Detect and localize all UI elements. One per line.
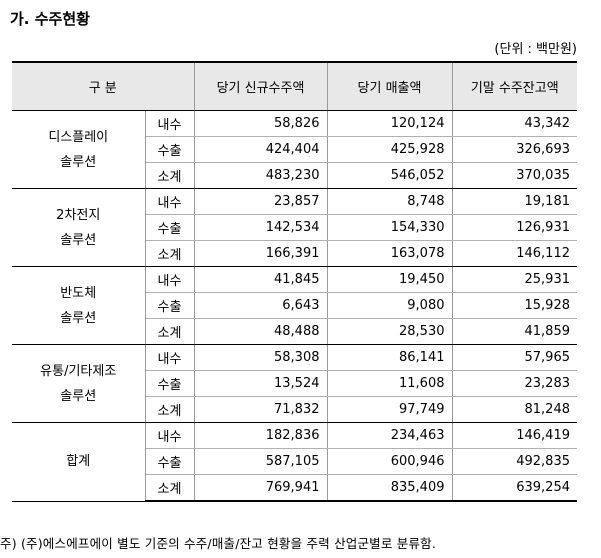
row-label: 소계 [145, 240, 195, 267]
row-label: 소계 [145, 474, 195, 502]
new-orders-value: 23,857 [193, 188, 328, 215]
row-label: 내수 [144, 344, 195, 371]
backlog-value: 492,835 [451, 448, 577, 475]
sales-value: 120,124 [326, 110, 453, 137]
backlog-value: 43,342 [451, 110, 577, 137]
table-row: 소계 483,230 546,052 370,035 [12, 162, 577, 189]
header-backlog: 기말 수주잔고액 [451, 61, 577, 111]
sales-value: 28,530 [326, 318, 453, 345]
sales-value: 97,749 [326, 396, 453, 423]
table-row: 2차전지 솔루션 내수 23,857 8,748 19,181 [12, 188, 577, 267]
sales-value: 425,928 [326, 136, 453, 163]
group-name-line2: 솔루션 [60, 310, 97, 326]
table-body: 디스플레이 솔루션 내수 58,826 120,124 43,342 수출 424,404 42… [12, 110, 577, 502]
group-name-line1: 2차전지 [56, 207, 101, 223]
group-name-line1: 유통/기타제조 [40, 363, 117, 379]
backlog-value: 146,112 [451, 240, 577, 267]
backlog-value: 23,283 [451, 370, 577, 397]
row-label: 소계 [145, 396, 195, 423]
new-orders-value: 41,845 [193, 266, 328, 293]
new-orders-value: 58,826 [193, 110, 328, 137]
backlog-value: 126,931 [451, 214, 577, 241]
new-orders-value: 142,534 [193, 214, 328, 241]
row-label: 수출 [145, 136, 195, 163]
sales-value: 835,409 [326, 474, 453, 502]
new-orders-value: 769,941 [193, 474, 328, 502]
table-row: 소계 166,391 163,078 146,112 [12, 240, 577, 267]
header-new-orders: 당기 신규수주액 [193, 61, 328, 111]
row-label: 소계 [145, 162, 195, 189]
group-name-line2: 솔루션 [60, 232, 97, 248]
new-orders-value: 48,488 [193, 318, 328, 345]
row-label: 내수 [144, 422, 195, 449]
group-name-line1: 합계 [66, 454, 91, 470]
backlog-value: 370,035 [451, 162, 577, 189]
unit-label: (단위 : 백만원) [494, 42, 577, 57]
backlog-value: 146,419 [451, 422, 577, 449]
backlog-value: 19,181 [451, 188, 577, 215]
backlog-value: 326,693 [451, 136, 577, 163]
new-orders-value: 71,832 [193, 396, 328, 423]
header-sales: 당기 매출액 [326, 61, 453, 111]
table-row: 수출 587,105 600,946 492,835 [12, 448, 577, 475]
group-name-line2: 솔루션 [60, 154, 97, 170]
new-orders-value: 58,308 [193, 344, 328, 371]
new-orders-value: 6,643 [193, 292, 328, 319]
group-name-cell: 합계 [12, 422, 146, 502]
sales-value: 600,946 [326, 448, 453, 475]
header-row: 구 분 당기 신규수주액 당기 매출액 기말 수주잔고액 [12, 61, 577, 111]
table-row: 유통/기타제조 솔루션 내수 58,308 86,141 57,965 [12, 344, 577, 423]
footnote: 주) (주)에스에프에이 별도 기준의 수주/매출/잔고 현황을 주력 산업군별… [0, 536, 437, 551]
table-row: 수출 6,643 9,080 15,928 [12, 292, 577, 319]
sales-value: 19,450 [326, 266, 453, 293]
table-row: 반도체 솔루션 내수 41,845 19,450 25,931 [12, 266, 577, 345]
sales-value: 9,080 [326, 292, 453, 319]
section-title: 가. 수주현황 [10, 10, 90, 28]
sales-value: 163,078 [326, 240, 453, 267]
sales-value: 234,463 [326, 422, 453, 449]
row-label: 수출 [145, 214, 195, 241]
table-row: 디스플레이 솔루션 내수 58,826 120,124 43,342 [12, 110, 577, 189]
table-row: 수출 142,534 154,330 126,931 [12, 214, 577, 241]
new-orders-value: 182,836 [193, 422, 328, 449]
table-row: 소계 71,832 97,749 81,248 [12, 396, 577, 423]
group-name-line1: 반도체 [60, 285, 97, 301]
sales-value: 8,748 [326, 188, 453, 215]
new-orders-value: 483,230 [193, 162, 328, 189]
backlog-value: 639,254 [451, 474, 577, 502]
backlog-value: 57,965 [451, 344, 577, 371]
new-orders-value: 587,105 [193, 448, 328, 475]
table-row: 합계 내수 182,836 234,463 146,419 [12, 422, 577, 502]
backlog-value: 81,248 [451, 396, 577, 423]
order-status-table: 구 분 당기 신규수주액 당기 매출액 기말 수주잔고액 디스플레이 솔루션 내수 5… [12, 61, 577, 502]
new-orders-value: 166,391 [193, 240, 328, 267]
sales-value: 86,141 [326, 344, 453, 371]
row-label: 내수 [144, 188, 195, 215]
row-label: 수출 [145, 448, 195, 475]
group-name-line1: 디스플레이 [48, 129, 109, 145]
row-label: 수출 [145, 370, 195, 397]
backlog-value: 15,928 [451, 292, 577, 319]
row-label: 수출 [145, 292, 195, 319]
row-label: 소계 [145, 318, 195, 345]
sales-value: 546,052 [326, 162, 453, 189]
group-name-line2: 솔루션 [60, 388, 97, 404]
row-label: 내수 [144, 266, 195, 293]
header-category: 구 분 [12, 61, 195, 111]
table-row: 소계 769,941 835,409 639,254 [12, 474, 577, 502]
new-orders-value: 424,404 [193, 136, 328, 163]
backlog-value: 41,859 [451, 318, 577, 345]
sales-value: 154,330 [326, 214, 453, 241]
row-label: 내수 [144, 110, 195, 137]
new-orders-value: 13,524 [193, 370, 328, 397]
sales-value: 11,608 [326, 370, 453, 397]
backlog-value: 25,931 [451, 266, 577, 293]
